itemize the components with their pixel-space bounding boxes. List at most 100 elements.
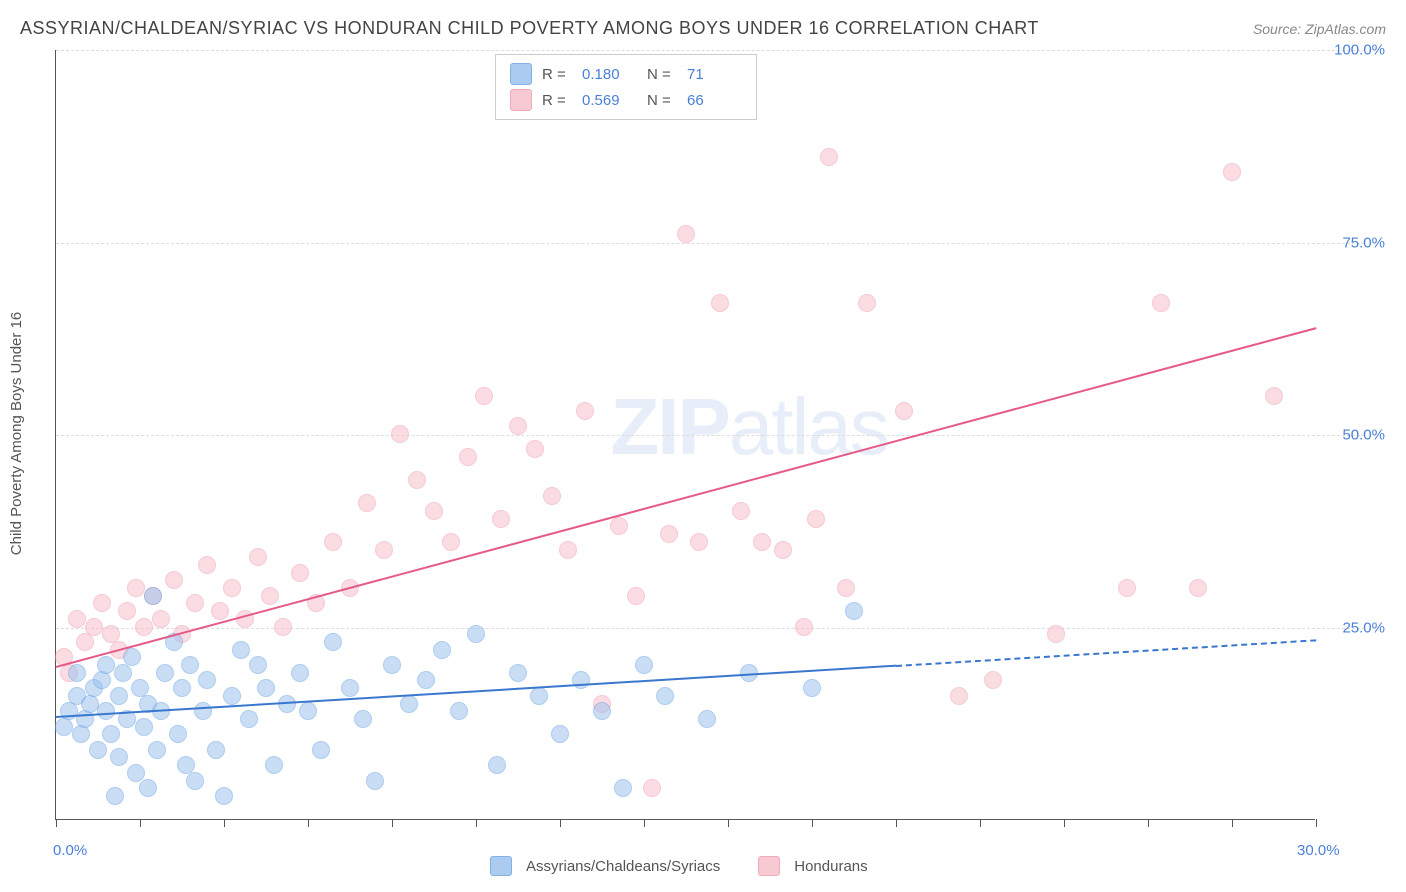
x-tick (308, 819, 309, 827)
data-point-assyrians (110, 748, 128, 766)
data-point-assyrians (123, 648, 141, 666)
data-point-hondurans (984, 671, 1002, 689)
data-point-hondurans (291, 564, 309, 582)
n-label: N = (647, 92, 677, 109)
x-tick (560, 819, 561, 827)
data-point-hondurans (408, 471, 426, 489)
data-point-hondurans (837, 579, 855, 597)
swatch-series-a (510, 63, 532, 85)
swatch-series-a (490, 856, 512, 876)
data-point-assyrians (656, 687, 674, 705)
data-point-hondurans (118, 602, 136, 620)
y-tick-label: 50.0% (1342, 427, 1385, 444)
data-point-hondurans (753, 533, 771, 551)
data-point-hondurans (375, 541, 393, 559)
gridline (56, 628, 1365, 629)
data-point-hondurans (610, 517, 628, 535)
r-value-a: 0.180 (582, 66, 637, 83)
n-value-b: 66 (687, 92, 742, 109)
n-label: N = (647, 66, 677, 83)
data-point-assyrians (299, 702, 317, 720)
data-point-hondurans (425, 502, 443, 520)
data-point-assyrians (55, 718, 73, 736)
watermark-bold: ZIP (610, 382, 728, 471)
x-tick (896, 819, 897, 827)
data-point-assyrians (530, 687, 548, 705)
data-point-hondurans (127, 579, 145, 597)
data-point-hondurans (820, 148, 838, 166)
data-point-assyrians (97, 656, 115, 674)
r-value-b: 0.569 (582, 92, 637, 109)
data-point-hondurans (442, 533, 460, 551)
series-a-name: Assyrians/Chaldeans/Syriacs (526, 858, 720, 875)
data-point-assyrians (139, 779, 157, 797)
data-point-hondurans (1047, 625, 1065, 643)
data-point-hondurans (85, 618, 103, 636)
data-point-assyrians (89, 741, 107, 759)
data-point-assyrians (156, 664, 174, 682)
data-point-hondurans (807, 510, 825, 528)
r-label: R = (542, 66, 572, 83)
data-point-hondurans (1152, 294, 1170, 312)
data-point-hondurans (660, 525, 678, 543)
data-point-assyrians (81, 695, 99, 713)
data-point-assyrians (291, 664, 309, 682)
data-point-assyrians (173, 679, 191, 697)
gridline (56, 50, 1365, 51)
data-point-hondurans (198, 556, 216, 574)
data-point-assyrians (198, 671, 216, 689)
data-point-hondurans (690, 533, 708, 551)
data-point-hondurans (858, 294, 876, 312)
swatch-series-b (510, 89, 532, 111)
x-tick (224, 819, 225, 827)
data-point-hondurans (576, 402, 594, 420)
data-point-hondurans (223, 579, 241, 597)
correlation-legend: R = 0.180 N = 71 R = 0.569 N = 66 (495, 54, 757, 120)
data-point-assyrians (635, 656, 653, 674)
data-point-assyrians (207, 741, 225, 759)
series-b-name: Hondurans (794, 858, 867, 875)
data-point-assyrians (102, 725, 120, 743)
data-point-assyrians (68, 664, 86, 682)
legend-row-series-b: R = 0.569 N = 66 (510, 87, 742, 113)
data-point-hondurans (895, 402, 913, 420)
data-point-hondurans (732, 502, 750, 520)
data-point-hondurans (261, 587, 279, 605)
trend-line-dashed-assyrians (896, 639, 1316, 667)
data-point-hondurans (211, 602, 229, 620)
data-point-hondurans (68, 610, 86, 628)
data-point-hondurans (135, 618, 153, 636)
plot-area: ZIPatlas 25.0%50.0%75.0%100.0% (55, 50, 1315, 820)
trend-line-hondurans (56, 327, 1317, 668)
data-point-hondurans (324, 533, 342, 551)
data-point-hondurans (1265, 387, 1283, 405)
data-point-assyrians (106, 787, 124, 805)
data-point-assyrians (169, 725, 187, 743)
data-point-assyrians (341, 679, 359, 697)
data-point-hondurans (391, 425, 409, 443)
data-point-hondurans (526, 440, 544, 458)
data-point-assyrians (614, 779, 632, 797)
data-point-assyrians (400, 695, 418, 713)
data-point-assyrians (324, 633, 342, 651)
x-tick (476, 819, 477, 827)
x-axis-min-label: 0.0% (53, 842, 87, 859)
data-point-hondurans (274, 618, 292, 636)
data-point-assyrians (803, 679, 821, 697)
data-point-assyrians (265, 756, 283, 774)
data-point-assyrians (186, 772, 204, 790)
series-legend: Assyrians/Chaldeans/Syriacs Hondurans (490, 856, 892, 876)
data-point-hondurans (492, 510, 510, 528)
chart-title: ASSYRIAN/CHALDEAN/SYRIAC VS HONDURAN CHI… (20, 18, 1039, 39)
data-point-assyrians (417, 671, 435, 689)
gridline (56, 435, 1365, 436)
data-point-assyrians (488, 756, 506, 774)
x-tick (1316, 819, 1317, 827)
data-point-assyrians (450, 702, 468, 720)
data-point-assyrians (240, 710, 258, 728)
source-attribution: Source: ZipAtlas.com (1253, 21, 1386, 37)
data-point-assyrians (249, 656, 267, 674)
data-point-assyrians (76, 710, 94, 728)
x-tick (56, 819, 57, 827)
data-point-hondurans (358, 494, 376, 512)
